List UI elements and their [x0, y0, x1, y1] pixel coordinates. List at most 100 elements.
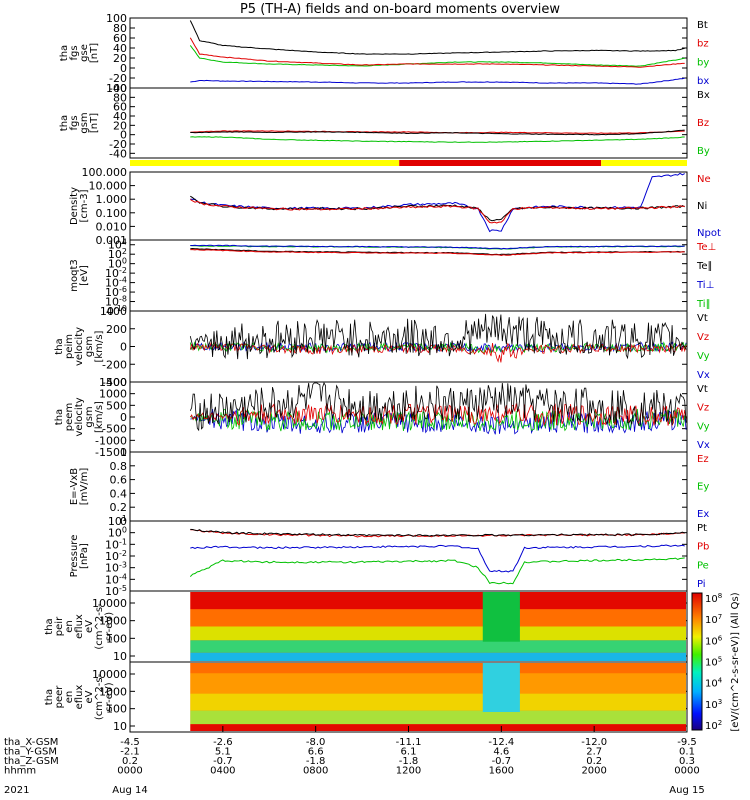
- x-axis-value: -1.8: [306, 756, 326, 767]
- y-axis-label: peer: [54, 685, 65, 709]
- legend-Te⊥: Te⊥: [696, 242, 716, 253]
- ytick-label: 10-6: [105, 285, 127, 299]
- x-axis-year: 2021: [4, 785, 29, 796]
- x-axis-row-label: hhmm: [4, 766, 36, 777]
- ytick-label: 20: [113, 52, 127, 65]
- ytick-label: 1: [120, 446, 127, 459]
- y-axis-label: Density: [69, 187, 80, 225]
- y-axis-label: peir: [54, 616, 65, 636]
- trace-Vz: [189, 402, 687, 427]
- colorbar-tick-label: 108: [705, 592, 722, 605]
- y-axis-label: gsm: [84, 406, 95, 427]
- ytick-label: -400: [102, 376, 127, 389]
- ytick-label: 10-2: [105, 549, 127, 563]
- ytick-label: 10.000: [89, 180, 128, 193]
- colorbar: [691, 592, 703, 731]
- ytick-label: 10000: [92, 668, 127, 681]
- legend-Pi: Pi: [697, 579, 706, 590]
- legend-Vy: Vy: [697, 351, 710, 362]
- x-axis-value: -12.0: [581, 737, 607, 748]
- trace-Ni: [190, 195, 685, 222]
- ytick-label: 0: [120, 62, 127, 75]
- ytick-label: 10-2: [105, 266, 127, 280]
- trace-bx: [190, 77, 685, 85]
- x-axis-value: 0400: [210, 766, 235, 777]
- ytick-label: 100: [106, 632, 127, 645]
- y-axis-label: sr-eV): [104, 682, 115, 711]
- legend-Ey: Ey: [697, 482, 709, 493]
- spectrogram-band-4: [190, 724, 686, 731]
- y-axis-label: tha: [44, 689, 55, 705]
- colorbar-tick-label: 105: [705, 656, 722, 669]
- spectrogram-band-1: [190, 609, 686, 627]
- legend-bx: bx: [697, 76, 709, 87]
- ytick-label: 1000: [99, 615, 127, 628]
- colorbar-tick-label: 107: [705, 613, 722, 626]
- ytick-label: -1000: [95, 434, 127, 447]
- ytick-label: 100: [108, 257, 127, 271]
- y-axis-label: [nPa]: [79, 543, 90, 569]
- y-axis-label: peem: [64, 403, 75, 431]
- trace-Ti⊥: [190, 244, 685, 250]
- ytick-label: 0: [120, 411, 127, 424]
- legend-Ti⊥: Ti⊥: [696, 280, 714, 291]
- spectrogram-dropout: [482, 663, 520, 712]
- colorbar-tick-label: 104: [705, 677, 723, 690]
- y-axis-label: [nT]: [89, 43, 100, 63]
- y-axis-label: en: [64, 691, 75, 704]
- ytick-label: 10-1: [105, 537, 127, 551]
- ytick-label: -20: [109, 138, 127, 151]
- ytick-label: 104: [108, 238, 127, 252]
- ytick-label: 60: [113, 32, 127, 45]
- x-axis-date-start: Aug 14: [112, 785, 147, 796]
- spectrogram-band-0: [190, 592, 686, 610]
- legend-Ni: Ni: [697, 201, 707, 212]
- ytick-label: 80: [113, 22, 127, 35]
- ytick-label: 20: [113, 119, 127, 132]
- y-axis-label: [nT]: [89, 113, 100, 133]
- legend-Ne: Ne: [697, 174, 711, 185]
- x-axis-value: 0000: [674, 766, 699, 777]
- y-axis-label: fgs: [69, 115, 80, 130]
- legend-bz: bz: [697, 39, 709, 50]
- spectrogram-band-3: [190, 640, 686, 653]
- x-axis-value: 0000: [117, 766, 142, 777]
- y-axis-label: eflux: [74, 614, 85, 639]
- spectrogram-band-2: [190, 626, 686, 641]
- ytick-label: -200: [102, 358, 127, 371]
- ytick-label: 10-10: [100, 304, 127, 318]
- x-axis-value: 5.1: [215, 747, 231, 758]
- ytick-label: 100: [106, 703, 127, 716]
- y-axis-label: (cm^2-s-: [94, 673, 105, 720]
- trace-Pe: [189, 557, 685, 585]
- ytick-label: 100.000: [82, 166, 128, 179]
- ytick-label: 80: [113, 91, 127, 104]
- trace-by: [189, 45, 685, 67]
- ytick-label: 60: [113, 101, 127, 114]
- x-axis-row-label: tha_Z-GSM: [4, 756, 59, 767]
- y-axis-label: tha: [59, 115, 70, 131]
- spectrogram-band-4: [190, 652, 686, 661]
- legend-Te∥: Te∥: [696, 261, 713, 272]
- ytick-label: 10-5: [105, 584, 127, 598]
- trace-bz: [189, 37, 685, 68]
- legend-Pt: Pt: [697, 523, 707, 534]
- ytick-label: 102: [108, 247, 127, 261]
- colorbar-tick-label: 106: [705, 634, 723, 647]
- y-axis-label: [mV/m]: [79, 468, 90, 506]
- x-axis-value: 0.1: [679, 747, 695, 758]
- mode-bar-segment-2: [601, 160, 687, 166]
- ytick-label: 100: [106, 12, 127, 25]
- panel-frame-1: [129, 87, 688, 159]
- ytick-label: 0.4: [110, 487, 128, 500]
- legend-Vt: Vt: [697, 384, 708, 395]
- ytick-label: 1000: [99, 685, 127, 698]
- ytick-label: 101: [108, 514, 127, 528]
- x-axis-value: 0.2: [122, 756, 138, 767]
- legend-Vz: Vz: [697, 403, 709, 414]
- ytick-label: 1500: [99, 376, 127, 389]
- legend-Vx: Vx: [697, 440, 710, 451]
- y-axis-label: E=-VxB: [69, 468, 80, 505]
- x-axis-value: -9.5: [677, 737, 697, 748]
